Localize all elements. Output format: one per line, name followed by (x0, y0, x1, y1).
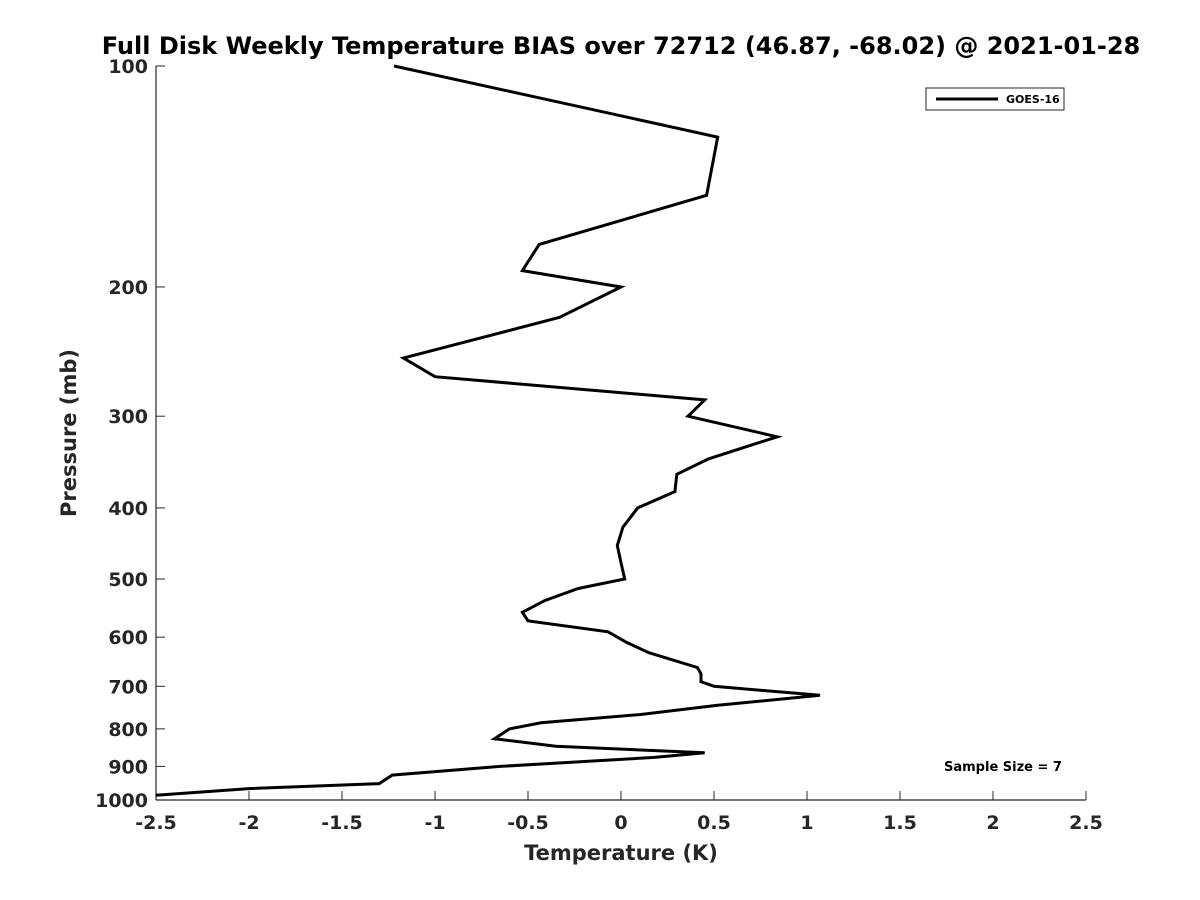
x-axis-label: Temperature (K) (524, 841, 718, 865)
y-tick-label: 700 (108, 676, 148, 698)
y-tick-label: 100 (108, 56, 148, 78)
axis-ticks: -2.5 -2 -1.5 -1 -0.5 0 0.5 1 1.5 2 2.5 100 200 300 400… (95, 56, 1103, 834)
x-tick-label: 1 (800, 812, 813, 834)
x-tick-label: 2 (986, 812, 999, 834)
y-tick-label: 200 (108, 277, 148, 299)
y-tick-label: 900 (108, 756, 148, 778)
series-line-goes-16 (155, 64, 821, 797)
y-tick-label: 400 (108, 498, 148, 520)
x-tick-label: -1 (424, 812, 445, 834)
legend: GOES-16 (925, 87, 1065, 111)
y-tick-label: 800 (108, 719, 148, 741)
x-tick-label: 1.5 (883, 812, 917, 834)
x-tick-label: -1.5 (321, 812, 363, 834)
series-layer (155, 64, 821, 797)
y-tick-label: 1000 (95, 790, 148, 812)
x-tick-label: 2.5 (1069, 812, 1103, 834)
x-tick-label: -0.5 (507, 812, 549, 834)
x-tick-label: 0 (614, 812, 627, 834)
legend-label-goes-16: GOES-16 (1006, 93, 1060, 106)
y-tick-label: 600 (108, 627, 148, 649)
y-tick-label: 500 (108, 569, 148, 591)
x-tick-label: -2.5 (135, 812, 177, 834)
y-tick-label: 300 (108, 406, 148, 428)
chart-title: Full Disk Weekly Temperature BIAS over 7… (102, 32, 1141, 60)
y-axis-label: Pressure (mb) (57, 349, 81, 517)
x-tick-label: -2 (238, 812, 259, 834)
x-tick-label: 0.5 (697, 812, 731, 834)
sample-size-annotation: Sample Size = 7 (944, 760, 1062, 775)
